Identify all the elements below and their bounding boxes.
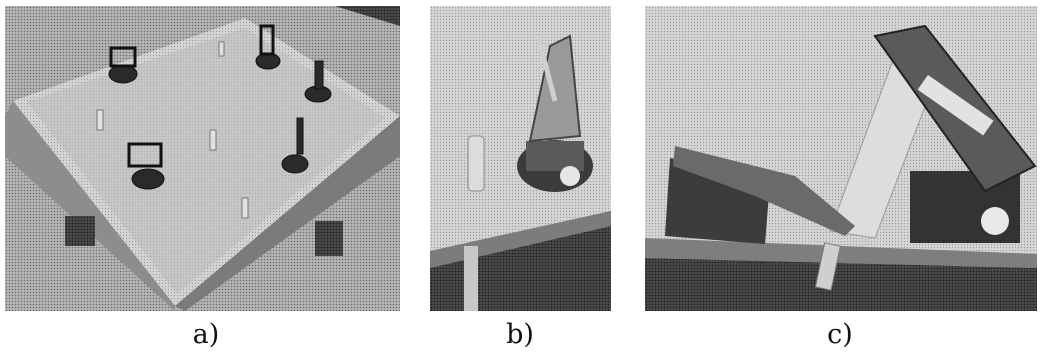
panel-b-caption: b) bbox=[506, 319, 534, 350]
robots-on-table-photo bbox=[5, 6, 400, 311]
panel-c-caption: c) bbox=[827, 319, 853, 350]
photo-panel-c bbox=[645, 6, 1037, 311]
robot-closeup-photo bbox=[430, 6, 611, 311]
panel-a-caption: a) bbox=[192, 319, 220, 350]
photo-panel-a bbox=[5, 6, 400, 311]
robots-carrying-object-photo bbox=[645, 6, 1037, 311]
photo-panel-b bbox=[430, 6, 611, 311]
